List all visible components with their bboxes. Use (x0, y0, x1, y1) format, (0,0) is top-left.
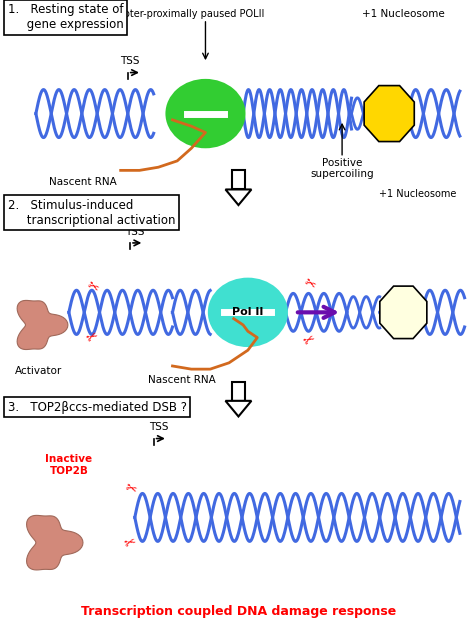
Polygon shape (17, 300, 68, 350)
Text: ✂: ✂ (84, 278, 101, 296)
Text: Activator: Activator (15, 366, 62, 376)
Polygon shape (380, 286, 427, 339)
Text: ✂: ✂ (301, 275, 318, 293)
Text: ✂: ✂ (122, 534, 138, 551)
Text: Nascent RNA: Nascent RNA (49, 177, 117, 187)
Text: ✂: ✂ (122, 480, 138, 498)
Text: +1 Nucleosome: +1 Nucleosome (379, 189, 456, 199)
Polygon shape (232, 382, 245, 401)
Text: Transcription coupled DNA damage response: Transcription coupled DNA damage respons… (81, 605, 396, 618)
Text: 1.   Resting state of
     gene expression: 1. Resting state of gene expression (8, 3, 123, 31)
Ellipse shape (165, 79, 246, 148)
Text: TSS: TSS (125, 227, 145, 237)
Ellipse shape (208, 278, 288, 347)
Polygon shape (364, 86, 414, 141)
Text: Promoter-proximally paused POLII: Promoter-proximally paused POLII (99, 9, 264, 19)
Text: TSS: TSS (120, 56, 140, 66)
Polygon shape (226, 189, 251, 205)
Text: Active TOP2B: Active TOP2B (10, 211, 90, 221)
Text: +1 Nucleosome: +1 Nucleosome (362, 9, 445, 19)
Text: Inactive
TOP2B: Inactive TOP2B (46, 454, 92, 476)
Polygon shape (27, 516, 83, 570)
Text: ✂: ✂ (301, 332, 318, 350)
Text: TSS: TSS (149, 422, 168, 432)
Text: Nascent RNA: Nascent RNA (148, 375, 216, 386)
Polygon shape (232, 170, 245, 189)
Text: 2.   Stimulus-induced
     transcriptional activation: 2. Stimulus-induced transcriptional acti… (8, 199, 175, 227)
Text: ✂: ✂ (84, 329, 101, 346)
Text: Pol II: Pol II (232, 307, 264, 317)
Text: 3.   TOP2βccs-mediated DSB ?: 3. TOP2βccs-mediated DSB ? (8, 401, 187, 414)
Polygon shape (226, 401, 251, 416)
Text: Positive
supercoiling: Positive supercoiling (310, 158, 374, 179)
